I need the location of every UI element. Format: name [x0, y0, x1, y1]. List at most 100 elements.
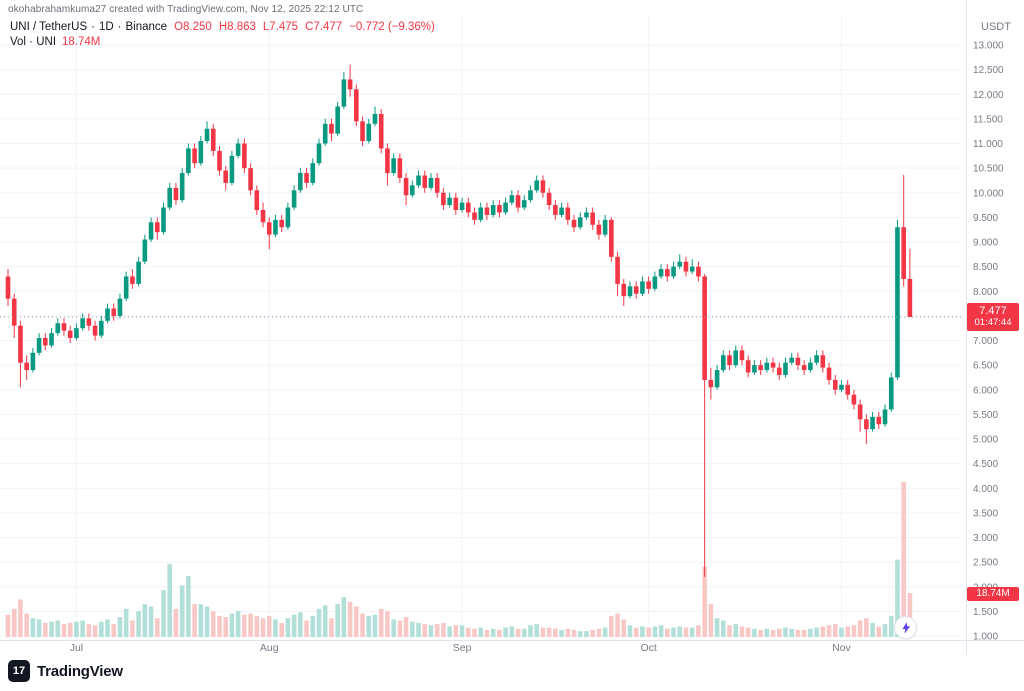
volume-bar: [764, 628, 770, 637]
price-tick-label: 11.500: [973, 114, 1003, 125]
candle-body: [857, 404, 863, 420]
candle-body: [870, 416, 875, 430]
volume-bar: [640, 626, 645, 637]
candle-body: [161, 207, 166, 233]
volume-bar: [652, 626, 658, 637]
tradingview-wordmark: TradingView: [37, 662, 123, 680]
candle-body: [665, 269, 670, 277]
volume-bar: [801, 629, 807, 637]
volume-bar: [67, 622, 73, 637]
month-tick-label: Aug: [260, 642, 279, 654]
volume-bar: [851, 625, 857, 637]
volume-bar: [179, 585, 185, 637]
candle-body: [671, 266, 676, 277]
volume-bar: [223, 617, 228, 637]
candle-body: [453, 197, 459, 210]
price-tick-label: 5.500: [973, 410, 998, 421]
volume-bar: [528, 625, 533, 637]
symbol-title[interactable]: UNI / TetherUS: [10, 21, 88, 33]
volume-bar: [683, 627, 689, 637]
volume-bar: [702, 566, 707, 637]
candle-body: [304, 173, 309, 183]
time-axis[interactable]: Jul Aug Sep Oct Nov: [70, 642, 852, 654]
month-tick-label: Jul: [70, 642, 83, 654]
price-axis[interactable]: 13.000 12.500 12.000 11.500 11.000 10.500 10.0…: [973, 41, 1004, 643]
open-value: O8.250: [174, 21, 212, 33]
volume-bar: [814, 627, 819, 637]
volume-bar: [273, 619, 278, 637]
volume-bar: [192, 604, 197, 637]
month-tick-label: Nov: [832, 642, 851, 654]
volume-bar: [627, 625, 633, 637]
volume-bar: [161, 590, 166, 637]
volume-legend: Vol · UNI 18.74M: [10, 36, 100, 48]
candle-body: [49, 333, 54, 346]
volume-bar: [347, 601, 353, 637]
candle-body: [602, 219, 608, 235]
candle-body: [410, 185, 415, 196]
candle-body: [298, 173, 303, 191]
candle-body: [111, 308, 117, 316]
volume-bar: [285, 618, 291, 637]
volume-bar: [633, 627, 639, 637]
candle-body: [279, 219, 284, 228]
candle-body: [553, 205, 558, 215]
candle-body: [229, 155, 235, 183]
candle-body: [186, 148, 191, 174]
candle-body: [198, 141, 204, 164]
volume-bar: [478, 627, 484, 637]
price-tick-label: 10.500: [973, 164, 1004, 175]
tradingview-mark-icon: 17: [8, 660, 30, 682]
volume-bar: [609, 615, 614, 637]
candle-body: [758, 365, 763, 371]
interval-label[interactable]: 1D: [98, 21, 114, 33]
volume-bar: [322, 605, 328, 637]
volume-bar: [173, 608, 179, 637]
volume-bar: [235, 611, 241, 637]
legend-separator: ·: [117, 21, 122, 33]
volume-bar: [61, 624, 67, 637]
volume-bar: [242, 614, 247, 637]
candle-body: [677, 261, 683, 267]
price-tick-label: 11.000: [973, 139, 1003, 150]
candle-body: [907, 278, 913, 318]
volume-bar: [521, 628, 527, 637]
volume-bar: [43, 622, 48, 637]
volume-bar: [360, 613, 365, 637]
candle-body: [789, 357, 795, 363]
candle-body: [223, 170, 228, 183]
tradingview-logo[interactable]: 17 TradingView: [8, 660, 123, 682]
volume-bar: [447, 626, 452, 637]
candle-body: [428, 177, 434, 188]
volume-bar: [55, 620, 61, 637]
volume-bar: [820, 626, 826, 637]
volume-bar: [714, 618, 720, 637]
candle-body: [864, 419, 869, 430]
candle-body: [465, 202, 471, 213]
candle-body: [584, 212, 589, 218]
volume-bar: [559, 629, 564, 637]
candle-body: [391, 158, 396, 174]
candle-body: [92, 325, 98, 336]
candle-body: [5, 276, 11, 299]
price-tick-label: 1.000: [973, 632, 998, 643]
candle-body: [515, 195, 521, 208]
volume-bar: [546, 627, 552, 637]
candle-body: [354, 89, 359, 122]
candle-body: [721, 355, 726, 371]
candle-body: [378, 113, 384, 149]
volume-bar: [254, 615, 260, 637]
volume-bar: [901, 482, 906, 637]
month-tick-label: Sep: [453, 642, 472, 654]
legend-separator: ·: [91, 21, 95, 33]
volume-bar: [142, 604, 148, 637]
candle-body: [764, 362, 770, 371]
volume-bar: [758, 629, 763, 637]
volume-bar: [36, 619, 42, 637]
boost-button[interactable]: [894, 616, 917, 639]
volume-bar: [441, 622, 446, 637]
volume-bar: [279, 622, 284, 637]
candle-body: [80, 318, 85, 329]
